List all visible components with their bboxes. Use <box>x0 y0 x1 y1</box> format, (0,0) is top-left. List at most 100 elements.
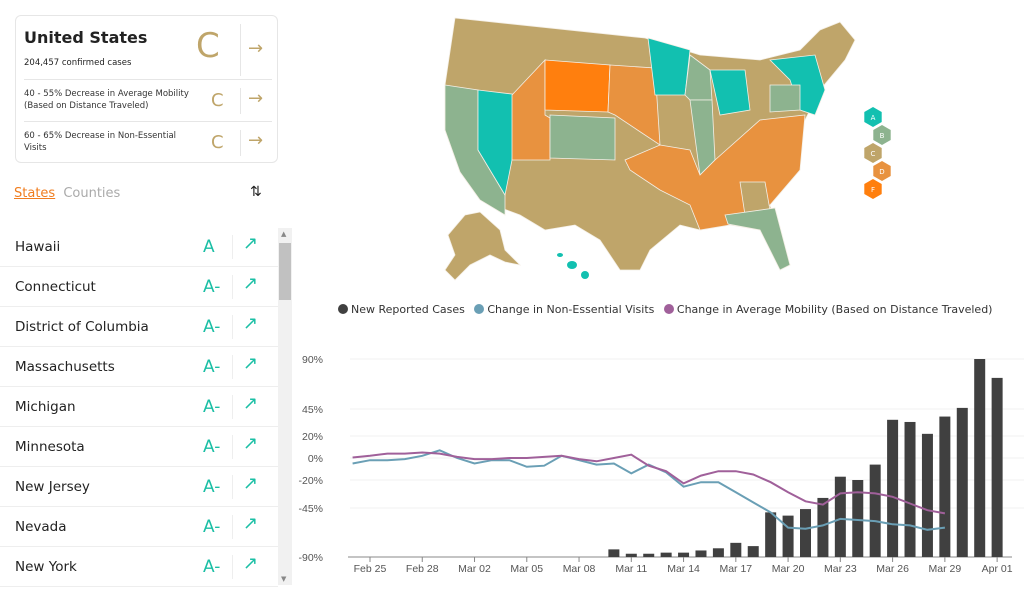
cases-bar[interactable] <box>939 416 951 557</box>
arrow-right-icon[interactable]: → <box>248 130 264 151</box>
state-grade: A- <box>203 357 221 377</box>
grade-hex-b[interactable] <box>873 125 891 145</box>
cases-bar[interactable] <box>712 548 724 557</box>
state-colorado[interactable] <box>549 114 616 161</box>
trend-arrow-icon[interactable]: ↗ <box>243 273 259 294</box>
state-row[interactable]: Hawaii A ↗ <box>0 227 278 267</box>
grade-hex-d[interactable] <box>873 161 891 181</box>
cases-bar[interactable] <box>817 497 829 557</box>
state-row[interactable]: Connecticut A- ↗ <box>0 267 278 307</box>
arrow-right-icon[interactable]: → <box>248 88 264 109</box>
x-tick-label: Feb 28 <box>406 563 439 575</box>
x-tick-label: Mar 08 <box>563 563 596 575</box>
state-row[interactable]: Nevada A- ↗ <box>0 507 278 547</box>
visits-metric: 60 - 65% Decrease in Non-Essential Visit… <box>24 131 177 153</box>
cases-bar[interactable] <box>678 552 690 557</box>
state-pennsylvania[interactable] <box>769 84 801 113</box>
state-grade: A- <box>203 557 221 577</box>
cases-bar[interactable] <box>904 421 916 557</box>
cases-bar[interactable] <box>643 553 655 557</box>
trend-arrow-icon[interactable]: ↗ <box>243 393 259 414</box>
state-row[interactable]: New York A- ↗ <box>0 547 278 587</box>
grade-hex-label: B <box>880 132 885 140</box>
legend-item-cases[interactable]: New Reported Cases <box>338 303 465 316</box>
cases-bar[interactable] <box>991 377 1003 557</box>
us-grade-map[interactable]: A B C D F <box>430 5 900 295</box>
cases-bar[interactable] <box>956 407 968 557</box>
state-grade: A- <box>203 397 221 417</box>
cases-bar[interactable] <box>834 476 846 557</box>
visits-grade: C <box>211 132 224 153</box>
state-name: Hawaii <box>15 239 61 255</box>
state-row[interactable]: New Jersey A- ↗ <box>0 467 278 507</box>
state-grade: A- <box>203 437 221 457</box>
overall-grade: C <box>196 26 220 66</box>
trend-arrow-icon[interactable]: ↗ <box>243 473 259 494</box>
cases-bar[interactable] <box>695 550 707 557</box>
mobility-grade: C <box>211 90 224 111</box>
grade-hex-c[interactable] <box>864 143 882 163</box>
cases-bar[interactable] <box>782 515 794 557</box>
trend-arrow-icon[interactable]: ↗ <box>243 353 259 374</box>
state-hawaii[interactable] <box>567 261 577 269</box>
grade-hex-a[interactable] <box>864 107 882 127</box>
grade-hex-label: C <box>871 150 876 158</box>
cases-bar[interactable] <box>660 552 672 557</box>
cases-bar[interactable] <box>800 509 811 557</box>
scroll-up-icon[interactable]: ▲ <box>281 230 287 238</box>
state-row[interactable]: Massachusetts A- ↗ <box>0 347 278 387</box>
x-tick-label: Apr 01 <box>982 563 1013 575</box>
trend-arrow-icon[interactable]: ↗ <box>243 313 259 334</box>
trend-arrow-icon[interactable]: ↗ <box>243 233 259 254</box>
cases-bar[interactable] <box>608 549 620 557</box>
x-tick-label: Mar 05 <box>510 563 543 575</box>
scroll-down-icon[interactable]: ▼ <box>281 575 287 583</box>
state-grade: A- <box>203 477 221 497</box>
state-row[interactable]: Minnesota A- ↗ <box>0 427 278 467</box>
cases-bar[interactable] <box>730 542 742 557</box>
state-row[interactable]: Michigan A- ↗ <box>0 387 278 427</box>
state-grade: A- <box>203 317 221 337</box>
y-tick-label: -45% <box>298 503 323 515</box>
legend-item-visits[interactable]: Change in Non-Essential Visits <box>474 303 654 316</box>
mobility-line[interactable] <box>352 451 946 515</box>
cases-bar[interactable] <box>887 419 899 557</box>
state-michigan[interactable] <box>709 69 751 116</box>
confirmed-cases: 204,457 confirmed cases <box>24 58 132 68</box>
grade-hex-f[interactable] <box>864 179 882 199</box>
y-tick-label: 90% <box>302 354 323 366</box>
cases-bar[interactable] <box>921 433 933 557</box>
state-dakotas-nebraska[interactable] <box>607 64 661 146</box>
tab-counties[interactable]: Counties <box>63 186 121 201</box>
state-name: Michigan <box>15 399 76 415</box>
tab-states[interactable]: States <box>14 186 56 201</box>
grade-hex-label: F <box>871 186 875 194</box>
state-name: Nevada <box>15 519 67 535</box>
cases-bar[interactable] <box>625 553 637 557</box>
state-florida[interactable] <box>724 207 791 271</box>
national-summary-card: United States 204,457 confirmed cases C … <box>15 15 278 163</box>
sort-icon[interactable]: ⇅ <box>250 184 262 200</box>
trend-arrow-icon[interactable]: ↗ <box>243 513 259 534</box>
state-row[interactable]: District of Columbia A- ↗ <box>0 307 278 347</box>
cases-bar[interactable] <box>852 480 864 557</box>
scrollbar[interactable]: ▲ ▼ <box>278 228 292 585</box>
x-tick-label: Mar 26 <box>876 563 909 575</box>
cases-bar[interactable] <box>747 546 759 557</box>
trend-arrow-icon[interactable]: ↗ <box>243 553 259 574</box>
arrow-right-icon[interactable]: → <box>248 38 264 59</box>
x-tick-label: Mar 20 <box>772 563 805 575</box>
state-alaska[interactable] <box>444 211 522 281</box>
state-name: District of Columbia <box>15 319 149 335</box>
y-tick-label: 45% <box>302 404 323 416</box>
state-wyoming[interactable] <box>544 59 611 113</box>
state-minnesota[interactable] <box>647 37 691 96</box>
cases-bar[interactable] <box>765 512 777 557</box>
scrollbar-thumb[interactable] <box>279 243 291 300</box>
x-tick-label: Mar 23 <box>824 563 857 575</box>
cases-bar[interactable] <box>974 359 986 557</box>
legend-item-mobility[interactable]: Change in Average Mobility (Based on Dis… <box>663 303 992 316</box>
trend-arrow-icon[interactable]: ↗ <box>243 433 259 454</box>
state-name: New York <box>15 559 77 575</box>
cases-bar[interactable] <box>869 464 881 557</box>
